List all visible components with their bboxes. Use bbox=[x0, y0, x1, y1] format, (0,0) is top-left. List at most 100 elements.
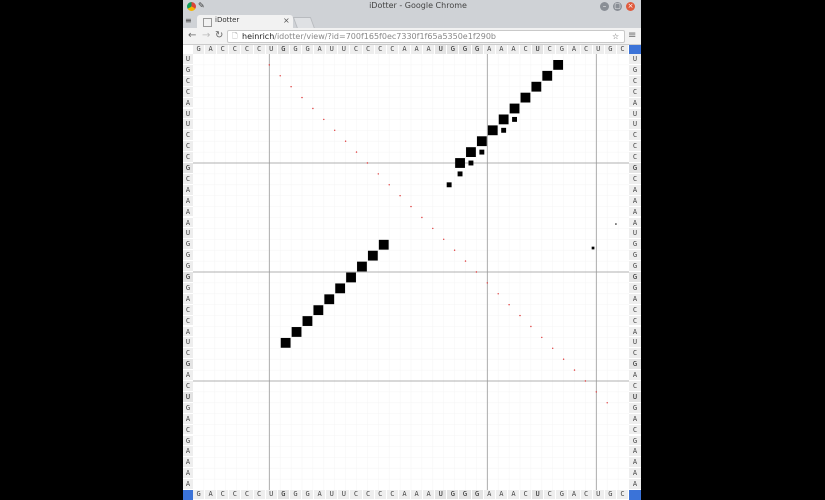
sequence-base-y[interactable]: U bbox=[183, 119, 193, 131]
sequence-base-x[interactable]: U bbox=[592, 45, 605, 54]
sequence-base-x[interactable]: G bbox=[471, 45, 484, 54]
sequence-base-y[interactable]: G bbox=[629, 261, 641, 272]
sequence-base-y[interactable]: U bbox=[629, 119, 641, 131]
tab-idotter[interactable]: iDotter × bbox=[197, 15, 293, 28]
sequence-base-x[interactable]: C bbox=[229, 45, 242, 54]
sequence-base-y[interactable]: A bbox=[629, 326, 641, 338]
sequence-base-y[interactable]: G bbox=[629, 402, 641, 414]
sequence-base-x[interactable]: U bbox=[435, 45, 448, 54]
sequence-base-y[interactable]: A bbox=[629, 184, 641, 196]
sequence-base-y[interactable]: A bbox=[183, 195, 193, 207]
sequence-base-x[interactable]: A bbox=[314, 490, 327, 499]
sequence-base-x[interactable]: C bbox=[544, 490, 557, 499]
sequence-base-x[interactable]: A bbox=[411, 490, 424, 499]
sequence-base-x[interactable]: G bbox=[302, 490, 315, 499]
sequence-base-y[interactable]: C bbox=[183, 152, 193, 163]
sequence-base-x[interactable]: C bbox=[374, 45, 387, 54]
sequence-base-y[interactable]: G bbox=[183, 64, 193, 76]
sequence-base-y[interactable]: A bbox=[183, 217, 193, 229]
sequence-base-x[interactable]: A bbox=[423, 490, 436, 499]
back-button[interactable]: ← bbox=[188, 30, 197, 41]
apps-icon[interactable]: ≡ bbox=[185, 16, 192, 25]
sequence-base-x[interactable]: C bbox=[350, 490, 363, 499]
forward-button[interactable]: → bbox=[202, 30, 211, 41]
sequence-base-x[interactable]: A bbox=[483, 490, 496, 499]
sequence-base-y[interactable]: C bbox=[629, 130, 641, 142]
sequence-base-x[interactable]: C bbox=[580, 490, 593, 499]
sequence-base-x[interactable]: A bbox=[507, 45, 520, 54]
sequence-base-x[interactable]: C bbox=[253, 490, 266, 499]
sequence-base-x[interactable]: C bbox=[362, 490, 375, 499]
sequence-base-y[interactable]: G bbox=[183, 239, 193, 251]
sequence-base-y[interactable]: U bbox=[629, 337, 641, 349]
sequence-base-x[interactable]: G bbox=[277, 45, 290, 54]
sequence-base-y[interactable]: U bbox=[629, 228, 641, 240]
sequence-base-y[interactable]: G bbox=[183, 272, 193, 283]
sequence-base-x[interactable]: G bbox=[302, 45, 315, 54]
sequence-base-x[interactable]: A bbox=[495, 490, 508, 499]
sequence-base-y[interactable]: A bbox=[183, 97, 193, 109]
sequence-base-x[interactable]: G bbox=[193, 490, 206, 499]
sequence-base-x[interactable]: A bbox=[568, 45, 581, 54]
address-bar[interactable]: 🗋 heinrich/idotter/view/?id=700f165f0ec7… bbox=[227, 30, 625, 43]
sequence-base-y[interactable]: A bbox=[183, 206, 193, 218]
sequence-base-x[interactable]: G bbox=[604, 45, 617, 54]
sequence-base-x[interactable]: C bbox=[374, 490, 387, 499]
sequence-base-x[interactable]: C bbox=[616, 45, 629, 54]
minimize-button[interactable]: – bbox=[600, 2, 609, 11]
sequence-base-x[interactable]: G bbox=[556, 490, 569, 499]
sequence-base-y[interactable]: A bbox=[183, 468, 193, 480]
sequence-base-x[interactable]: G bbox=[447, 45, 460, 54]
sequence-base-y[interactable]: A bbox=[183, 446, 193, 458]
sequence-base-y[interactable]: G bbox=[183, 250, 193, 262]
sequence-base-x[interactable]: G bbox=[289, 490, 302, 499]
sequence-base-y[interactable]: G bbox=[183, 435, 193, 447]
sequence-base-x[interactable]: C bbox=[362, 45, 375, 54]
sequence-base-y[interactable]: G bbox=[629, 239, 641, 251]
sequence-base-x[interactable]: G bbox=[447, 490, 460, 499]
sequence-base-y[interactable]: G bbox=[629, 163, 641, 174]
sequence-base-y[interactable]: C bbox=[183, 130, 193, 142]
sequence-base-y[interactable]: C bbox=[183, 141, 193, 153]
close-window-button[interactable]: × bbox=[626, 2, 635, 11]
sequence-base-x[interactable]: C bbox=[253, 45, 266, 54]
sequence-base-y[interactable]: G bbox=[183, 359, 193, 371]
dot-plot[interactable] bbox=[193, 54, 629, 490]
sequence-base-y[interactable]: A bbox=[629, 206, 641, 218]
sequence-base-y[interactable]: G bbox=[183, 261, 193, 272]
sequence-base-x[interactable]: G bbox=[604, 490, 617, 499]
sequence-base-x[interactable]: C bbox=[350, 45, 363, 54]
corner-toggle-bottom-right[interactable] bbox=[629, 490, 641, 500]
sequence-base-x[interactable]: C bbox=[386, 490, 399, 499]
sequence-base-y[interactable]: U bbox=[183, 108, 193, 120]
sequence-base-x[interactable]: C bbox=[520, 45, 533, 54]
maximize-button[interactable]: ▢ bbox=[613, 2, 622, 11]
sequence-base-y[interactable]: A bbox=[629, 468, 641, 480]
sequence-base-y[interactable]: U bbox=[183, 54, 193, 65]
sequence-base-y[interactable]: G bbox=[183, 402, 193, 414]
settings-menu-button[interactable] bbox=[629, 45, 641, 54]
sequence-base-y[interactable]: G bbox=[629, 250, 641, 262]
sequence-base-y[interactable]: C bbox=[629, 304, 641, 316]
sequence-base-y[interactable]: C bbox=[183, 86, 193, 98]
sequence-base-y[interactable]: A bbox=[629, 457, 641, 469]
sequence-base-x[interactable]: G bbox=[459, 45, 472, 54]
corner-toggle-bottom-left[interactable] bbox=[183, 490, 193, 500]
sequence-base-x[interactable]: C bbox=[217, 490, 230, 499]
sequence-base-y[interactable]: G bbox=[629, 272, 641, 283]
chrome-menu-button[interactable]: ≡ bbox=[628, 30, 637, 41]
sequence-base-y[interactable]: C bbox=[629, 381, 641, 392]
sequence-base-y[interactable]: C bbox=[629, 348, 641, 360]
sequence-base-y[interactable]: C bbox=[629, 424, 641, 436]
sequence-base-x[interactable]: U bbox=[435, 490, 448, 499]
sequence-base-y[interactable]: A bbox=[183, 326, 193, 338]
sequence-base-y[interactable]: A bbox=[183, 293, 193, 305]
sequence-base-y[interactable]: U bbox=[629, 108, 641, 120]
sequence-base-y[interactable]: C bbox=[183, 304, 193, 316]
sequence-base-x[interactable]: C bbox=[386, 45, 399, 54]
sequence-base-y[interactable]: C bbox=[183, 348, 193, 360]
sequence-base-y[interactable]: G bbox=[629, 282, 641, 294]
pen-icon[interactable]: ✎ bbox=[198, 1, 205, 10]
sequence-base-x[interactable]: G bbox=[277, 490, 290, 499]
sequence-base-x[interactable]: A bbox=[205, 45, 218, 54]
